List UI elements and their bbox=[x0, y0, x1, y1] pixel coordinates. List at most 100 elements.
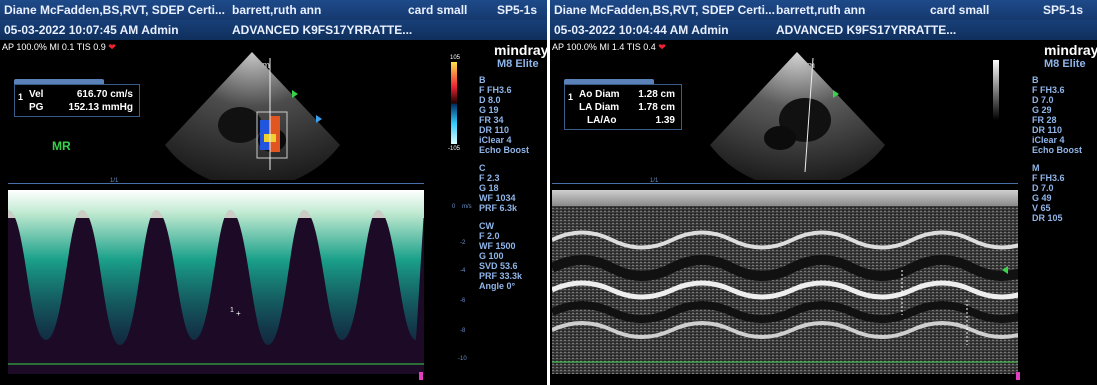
measurement-tab bbox=[14, 79, 104, 84]
acoustic-power-line: AP 100.0% MI 1.4 TIS 0.4 ❤ bbox=[552, 42, 666, 53]
param-item: V 65 bbox=[1032, 203, 1051, 213]
operator-name: Diane McFadden,BS,RVT, SDEP Certi... bbox=[554, 3, 775, 17]
right-ultrasound-panel: Diane McFadden,BS,RVT, SDEP Certi... bar… bbox=[550, 0, 1097, 385]
m-mode-image bbox=[552, 190, 1018, 374]
param-item: iClear 4 bbox=[479, 135, 512, 145]
parameter-list: B F FH3.6 D 7.0 G 29 FR 28 DR 110 iClear… bbox=[1032, 75, 1082, 223]
left-ultrasound-panel: Diane McFadden,BS,RVT, SDEP Certi... bar… bbox=[0, 0, 547, 385]
timeline-ruler bbox=[552, 183, 1018, 184]
end-marker bbox=[1016, 372, 1020, 380]
model-name: M8 Elite bbox=[497, 58, 539, 70]
acoustic-power-line: AP 100.0% MI 0.1 TIS 0.9 ❤ bbox=[2, 42, 116, 53]
param-b-title: B bbox=[479, 75, 486, 85]
brand-logo: mindray bbox=[494, 42, 547, 58]
probe-name: SP5-1s bbox=[1043, 3, 1084, 17]
param-item: D 8.0 bbox=[479, 95, 501, 105]
param-item: Echo Boost bbox=[1032, 145, 1083, 155]
param-m-title: M bbox=[1032, 163, 1040, 173]
param-item: G 100 bbox=[479, 251, 504, 261]
measurement-row: LA Diam 1.78 cm bbox=[579, 102, 675, 113]
acoustic-power-text: AP 100.0% MI 1.4 TIS 0.4 bbox=[552, 42, 656, 52]
heart-icon: ❤ bbox=[108, 42, 116, 52]
param-item: DR 105 bbox=[1032, 213, 1063, 223]
preset-name: card small bbox=[930, 3, 990, 17]
gray-scale-bar bbox=[993, 60, 999, 120]
patient-id: ADVANCED K9FS17YRRATTE... bbox=[232, 23, 413, 37]
param-item: F FH3.6 bbox=[479, 85, 512, 95]
heart-icon: ❤ bbox=[658, 42, 666, 52]
param-item: F FH3.6 bbox=[1032, 85, 1065, 95]
param-item: DR 110 bbox=[1032, 125, 1063, 135]
patient-name: barrett,ruth ann bbox=[232, 3, 322, 17]
param-item: D 7.0 bbox=[1032, 183, 1054, 193]
param-c-title: C bbox=[479, 163, 486, 173]
header-row-1: Diane McFadden,BS,RVT, SDEP Certi... bar… bbox=[0, 0, 547, 20]
param-item: G 29 bbox=[1032, 105, 1052, 115]
svg-text:m: m bbox=[807, 60, 815, 70]
exam-datetime: 05-03-2022 10:04:44 AM Admin bbox=[554, 23, 729, 37]
color-scale-top: 105 bbox=[450, 55, 461, 61]
param-item: Angle 0° bbox=[479, 281, 516, 291]
scale-tick-0: 0 bbox=[452, 204, 456, 210]
m-mode-trace bbox=[552, 190, 1018, 374]
end-marker bbox=[419, 372, 423, 380]
param-b-title: B bbox=[1032, 75, 1039, 85]
param-item: G 18 bbox=[479, 183, 499, 193]
param-item: Echo Boost bbox=[479, 145, 530, 155]
param-item: FR 28 bbox=[1032, 115, 1057, 125]
color-doppler-sector: m bbox=[165, 52, 340, 180]
ruler-marker: 1/1 bbox=[650, 178, 659, 184]
cw-doppler-spectrum: + 1 bbox=[8, 190, 424, 374]
measurement-row: Ao Diam 1.28 cm bbox=[579, 89, 675, 100]
measurement-index: 1 bbox=[568, 92, 574, 102]
header-row-2: 05-03-2022 10:04:44 AM Admin ADVANCED K9… bbox=[550, 20, 1097, 40]
param-item: PRF 33.3k bbox=[479, 271, 523, 281]
param-item: SVD 53.6 bbox=[479, 261, 518, 271]
probe-name: SP5-1s bbox=[497, 3, 538, 17]
param-item: F FH3.6 bbox=[1032, 173, 1065, 183]
measurement-row: Vel 616.70 cm/s bbox=[29, 89, 133, 100]
brand-logo: mindray bbox=[1044, 42, 1097, 58]
parameter-list: B F FH3.6 D 8.0 G 19 FR 34 DR 110 iClear… bbox=[479, 75, 529, 291]
param-item: FR 34 bbox=[479, 115, 504, 125]
scale-tick: -2 bbox=[460, 240, 466, 246]
param-item: WF 1500 bbox=[479, 241, 516, 251]
timeline-ruler bbox=[8, 183, 424, 184]
scale-unit: m/s bbox=[462, 204, 472, 210]
measurement-index: 1 bbox=[18, 92, 24, 102]
exam-datetime: 05-03-2022 10:07:45 AM Admin bbox=[4, 23, 179, 37]
param-item: F 2.3 bbox=[479, 173, 500, 183]
measurement-box: 1 Vel 616.70 cm/s PG 152.13 mmHg bbox=[14, 84, 140, 117]
model-name: M8 Elite bbox=[1044, 58, 1086, 70]
param-item: D 7.0 bbox=[1032, 95, 1054, 105]
preset-name: card small bbox=[408, 3, 468, 17]
param-item: G 19 bbox=[479, 105, 499, 115]
svg-text:+: + bbox=[236, 309, 241, 318]
measurement-tab bbox=[564, 79, 654, 84]
color-scale-bottom: -105 bbox=[448, 146, 461, 152]
header-row-1: Diane McFadden,BS,RVT, SDEP Certi... bar… bbox=[550, 0, 1097, 20]
acoustic-power-text: AP 100.0% MI 0.1 TIS 0.9 bbox=[2, 42, 106, 52]
param-item: iClear 4 bbox=[1032, 135, 1065, 145]
b-mode-sector: m bbox=[710, 52, 885, 180]
operator-name: Diane McFadden,BS,RVT, SDEP Certi... bbox=[4, 3, 225, 17]
measurement-row: PG 152.13 mmHg bbox=[29, 102, 133, 113]
depth-marker-icon bbox=[1002, 266, 1008, 274]
param-item: DR 110 bbox=[479, 125, 510, 135]
param-item: PRF 6.3k bbox=[479, 203, 518, 213]
svg-text:m: m bbox=[262, 60, 270, 70]
mr-label: MR bbox=[52, 139, 71, 153]
measurement-box: 1 Ao Diam 1.28 cm LA Diam 1.78 cm LA/Ao 1.3… bbox=[564, 84, 682, 130]
cursor-label: 1 bbox=[230, 307, 234, 314]
color-scale-bar bbox=[451, 62, 457, 144]
param-cw-title: CW bbox=[479, 221, 494, 231]
patient-id: ADVANCED K9FS17YRRATTE... bbox=[776, 23, 957, 37]
measurement-row: LA/Ao 1.39 bbox=[587, 115, 675, 126]
header-row-2: 05-03-2022 10:07:45 AM Admin ADVANCED K9… bbox=[0, 20, 547, 40]
scale-tick: -6 bbox=[460, 298, 466, 304]
panel-divider bbox=[547, 0, 550, 385]
param-item: G 49 bbox=[1032, 193, 1052, 203]
ruler-marker: 1/1 bbox=[110, 178, 119, 184]
param-item: F 2.0 bbox=[479, 231, 500, 241]
scale-tick: -4 bbox=[460, 268, 466, 274]
